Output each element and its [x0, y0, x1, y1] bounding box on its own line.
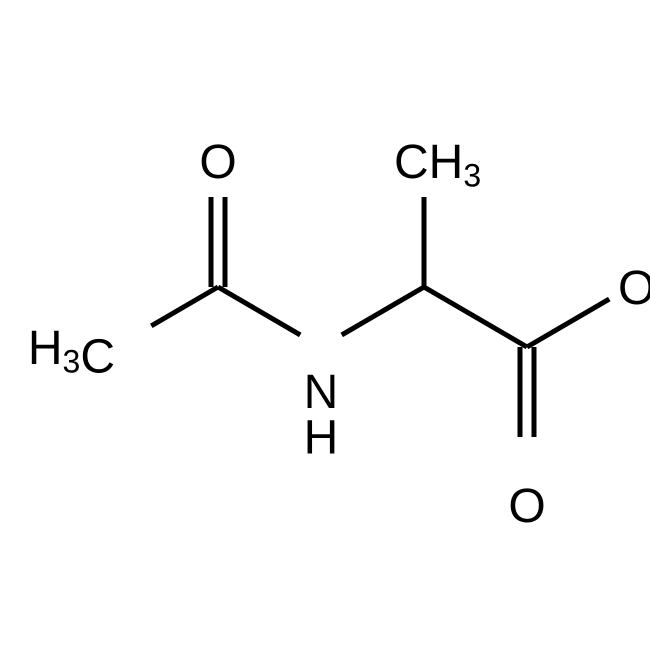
atom-label-C_me_top: CH3 — [394, 136, 481, 194]
atom-label-O_bot: O — [508, 480, 545, 533]
bond-single — [342, 287, 424, 335]
atom-label-O_oh: OH — [618, 262, 650, 315]
atom-label-C_me_left: H3C — [28, 322, 115, 384]
bond-single — [151, 287, 218, 326]
molecule-diagram: H3CONHCH3OHO — [0, 0, 650, 650]
bond-single — [218, 287, 300, 335]
atom-label-N-H: H — [304, 411, 339, 464]
bond-single — [424, 287, 527, 347]
atom-label-O_top1: O — [199, 136, 236, 189]
bond-single — [527, 299, 609, 347]
